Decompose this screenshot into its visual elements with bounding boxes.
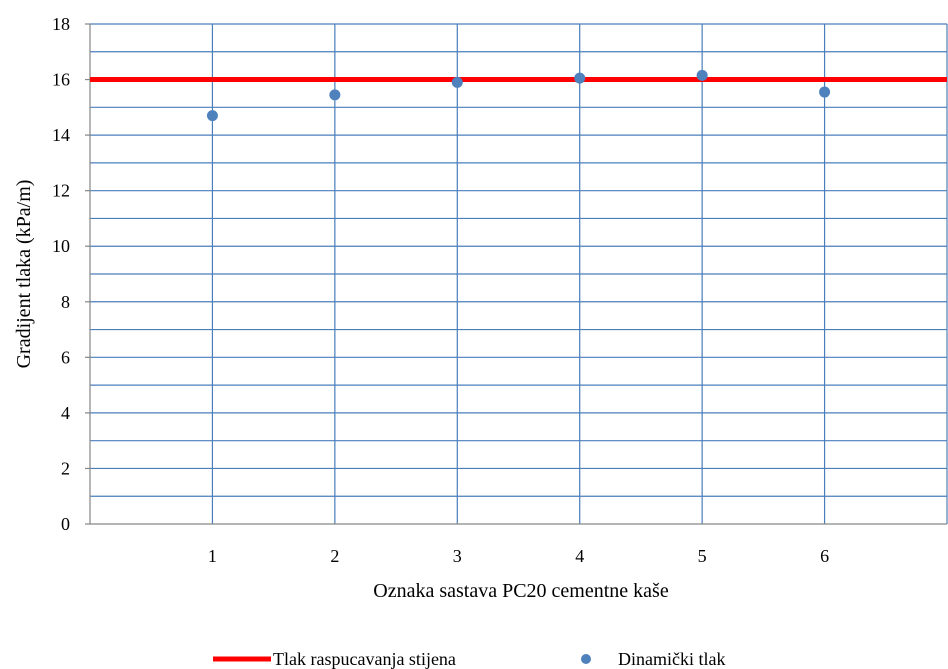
axes: [85, 23, 947, 525]
y-tick-label: 2: [61, 458, 70, 478]
y-tick-label: 4: [61, 403, 70, 423]
data-point: [329, 89, 341, 101]
y-tick-labels: 0 2 4 6 8 10 12 14 16 18: [52, 14, 70, 534]
data-point: [696, 69, 708, 81]
x-tick-label: 3: [453, 546, 462, 566]
y-axis-title: Gradijent tlaka (kPa/m): [13, 180, 35, 369]
y-tick-label: 12: [52, 181, 70, 201]
y-tick-label: 0: [61, 514, 70, 534]
y-tick-label: 18: [52, 14, 70, 34]
x-tick-label: 5: [698, 546, 707, 566]
x-axis-title: Oznaka sastava PC20 cementne kaše: [373, 580, 669, 602]
legend-label-points: Dinamički tlak: [618, 649, 725, 669]
data-point: [574, 72, 586, 84]
legend-dot-swatch: [581, 654, 591, 664]
data-point: [206, 110, 218, 122]
series-points-group: [206, 69, 831, 122]
data-point: [819, 86, 831, 98]
y-tick-label: 10: [52, 236, 70, 256]
data-point: [451, 76, 463, 88]
grid: [90, 23, 948, 524]
y-tick-label: 14: [52, 125, 70, 145]
y-tick-label: 6: [61, 347, 70, 367]
x-tick-label: 1: [208, 546, 217, 566]
y-tick-label: 16: [52, 70, 70, 90]
x-tick-label: 4: [575, 546, 584, 566]
legend-label-line: Tlak raspucavanja stijena: [273, 649, 456, 669]
y-tick-label: 8: [61, 292, 70, 312]
x-tick-label: 6: [820, 546, 829, 566]
x-tick-labels: 1 2 3 4 5 6: [208, 546, 829, 566]
legend: Tlak raspucavanja stijena Dinamički tlak: [213, 649, 725, 669]
x-tick-label: 2: [330, 546, 339, 566]
